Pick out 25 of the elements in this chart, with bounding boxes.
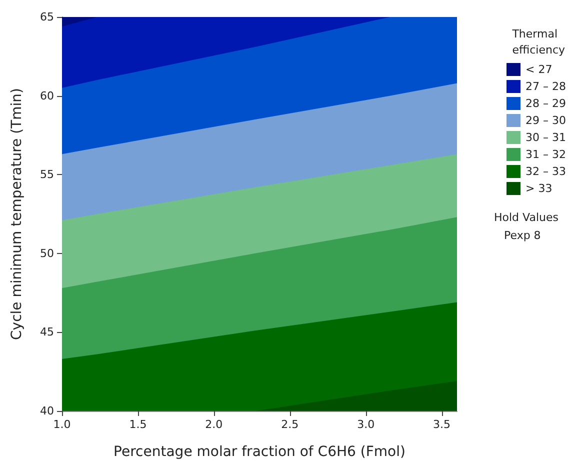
legend-label: 32 – 33 <box>526 165 566 178</box>
x-axis-title: Percentage molar fraction of C6H6 (Fmol) <box>114 444 406 460</box>
x-tick-label: 1.5 <box>129 418 147 431</box>
text: Hold Values <box>494 211 559 224</box>
x-tick-label: 2.5 <box>281 418 299 431</box>
x-tick-label: 3.0 <box>357 418 375 431</box>
x-tick-label: 3.5 <box>433 418 451 431</box>
x-tick-label: 1.0 <box>53 418 71 431</box>
text: Pexp 8 <box>504 229 541 242</box>
legend-label: 29 – 30 <box>526 114 566 127</box>
legend-label: 30 – 31 <box>526 131 566 144</box>
y-tick-label: 45 <box>40 326 54 339</box>
y-tick-label: 55 <box>40 168 54 182</box>
legend-label: < 27 <box>526 63 552 76</box>
y-tick-label: 60 <box>40 89 54 102</box>
legend-label: 31 – 32 <box>526 148 566 161</box>
legend-label: 27 – 28 <box>526 80 566 93</box>
y-tick-label: 65 <box>40 10 54 24</box>
y-tick-label: 50 <box>40 246 54 260</box>
y-axis-title: Cycle minimum temperature (Tmin) <box>9 88 25 340</box>
legend-title: Thermal efficiency <box>511 28 566 56</box>
x-tick-label: 2.0 <box>205 418 223 431</box>
y-tick-label: 40 <box>40 404 54 418</box>
legend-label: > 33 <box>526 182 552 195</box>
legend-label: 28 – 29 <box>526 97 566 110</box>
